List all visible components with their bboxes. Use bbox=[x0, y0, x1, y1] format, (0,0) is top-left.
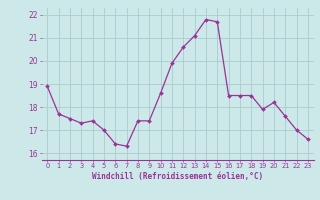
X-axis label: Windchill (Refroidissement éolien,°C): Windchill (Refroidissement éolien,°C) bbox=[92, 172, 263, 181]
